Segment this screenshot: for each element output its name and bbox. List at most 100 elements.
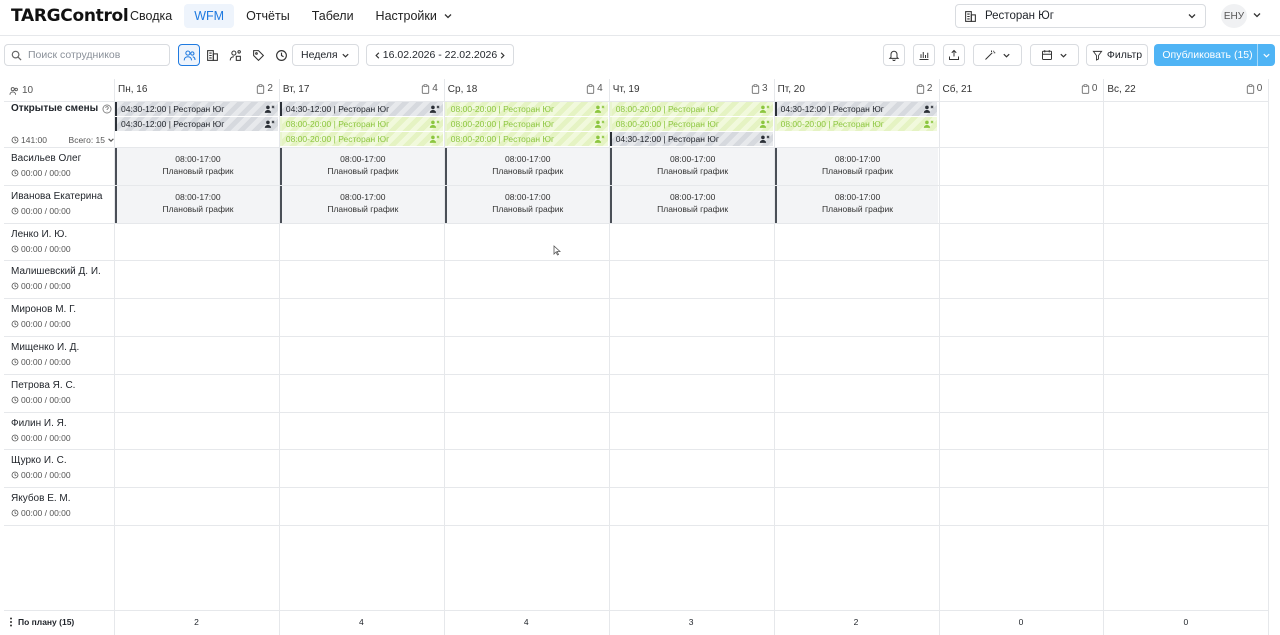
planned-shift-label: Плановый график xyxy=(822,203,894,214)
user-remove-icon[interactable] xyxy=(264,117,275,131)
employee-name[interactable]: Щурко И. С. xyxy=(11,455,67,467)
footer-plan-count: 2 xyxy=(194,617,199,627)
planned-shift-cell[interactable]: 08:00-17:00 Плановый график xyxy=(444,185,609,223)
open-shift[interactable]: 08:00-20:00 | Ресторан Юг xyxy=(609,117,773,131)
planned-shift-cell[interactable]: 08:00-17:00 Плановый график xyxy=(115,185,279,223)
nav-item-1[interactable]: WFM xyxy=(184,4,235,28)
user-remove-icon[interactable] xyxy=(594,102,605,116)
day-header[interactable]: Чт, 19 3 xyxy=(609,79,774,101)
user-remove-icon[interactable] xyxy=(429,102,440,116)
view-tags-button[interactable] xyxy=(247,44,269,66)
chevron-right-icon[interactable] xyxy=(498,51,507,60)
day-shift-count: 2 xyxy=(256,83,273,94)
user-remove-icon[interactable] xyxy=(264,102,275,116)
nav-item-2[interactable]: Отчёты xyxy=(236,4,300,28)
employee-name[interactable]: Васильев Олег xyxy=(11,153,82,164)
user-remove-icon[interactable] xyxy=(923,102,935,116)
planned-shift-cell[interactable]: 08:00-17:00 Плановый график xyxy=(774,148,939,185)
search-input[interactable] xyxy=(28,49,158,61)
help-icon[interactable] xyxy=(102,104,112,114)
date-range-picker[interactable]: 16.02.2026 - 22.02.2026 xyxy=(366,44,514,66)
view-locations-button[interactable] xyxy=(201,44,223,66)
export-button[interactable] xyxy=(943,44,965,66)
users-icon xyxy=(183,50,196,60)
open-shift[interactable]: 08:00-20:00 | Ресторан Юг xyxy=(444,102,608,116)
open-shift[interactable]: 08:00-20:00 | Ресторан Юг xyxy=(609,102,773,116)
period-select[interactable]: Неделя xyxy=(292,44,359,66)
user-avatar[interactable]: ЕНУ xyxy=(1221,4,1247,28)
user-remove-icon[interactable] xyxy=(429,132,440,146)
venue-select[interactable]: Ресторан Юг xyxy=(955,4,1206,28)
employee-name[interactable]: Мищенко И. Д. xyxy=(11,342,80,353)
auto-schedule-button[interactable] xyxy=(973,44,1022,66)
view-time-button[interactable] xyxy=(270,44,292,66)
day-header[interactable]: Сб, 21 0 xyxy=(939,79,1104,101)
row-divider xyxy=(4,411,1269,413)
view-employees-button[interactable] xyxy=(178,44,200,66)
open-shifts-total[interactable]: Всего: 15 xyxy=(69,135,115,145)
more-vertical-icon[interactable] xyxy=(8,617,14,627)
open-shift[interactable]: 04:30-12:00 | Ресторан Юг xyxy=(609,132,773,146)
day-name: Ср, 18 xyxy=(447,84,478,95)
open-shift[interactable]: 08:00-20:00 | Ресторан Юг xyxy=(279,117,443,131)
app-logo[interactable]: TARGControl xyxy=(11,6,129,26)
day-header[interactable]: Вс, 22 0 xyxy=(1103,79,1268,101)
open-shift[interactable]: 04:30-12:00 | Ресторан Юг xyxy=(115,117,278,131)
planned-shift-label: Плановый график xyxy=(492,203,564,214)
chevron-left-icon[interactable] xyxy=(373,51,382,60)
employee-name[interactable]: Якубов Е. М. xyxy=(11,493,71,505)
user-remove-icon[interactable] xyxy=(759,117,770,131)
open-shift[interactable]: 08:00-20:00 | Ресторан Юг xyxy=(444,117,608,131)
planned-shift-cell[interactable]: 08:00-17:00 Плановый график xyxy=(774,185,939,223)
publish-options-button[interactable] xyxy=(1257,44,1275,66)
employee-name[interactable]: Петрова Я. С. xyxy=(11,379,76,391)
user-remove-icon[interactable] xyxy=(594,117,605,131)
employee-name[interactable]: Малишевский Д. И. xyxy=(11,266,101,278)
user-remove-icon[interactable] xyxy=(594,132,605,146)
user-remove-icon[interactable] xyxy=(759,132,770,146)
planned-shift-cell[interactable]: 08:00-17:00 Плановый график xyxy=(609,185,774,223)
open-shift[interactable]: 04:30-12:00 | Ресторан Юг xyxy=(774,102,938,116)
analytics-button[interactable] xyxy=(913,44,935,66)
publish-button[interactable]: Опубликовать (15) xyxy=(1154,44,1275,66)
column-divider xyxy=(443,79,445,635)
employee-hours-value: 00:00 / 00:00 xyxy=(21,243,71,254)
view-positions-button[interactable] xyxy=(224,44,246,66)
nav-item-3[interactable]: Табели xyxy=(302,4,364,28)
day-header[interactable]: Пт, 20 2 xyxy=(774,79,939,101)
day-header[interactable]: Пн, 16 2 xyxy=(114,79,279,101)
employee-hours: 00:00 / 00:00 xyxy=(11,319,71,329)
open-shift[interactable]: 08:00-20:00 | Ресторан Юг xyxy=(444,132,608,146)
nav-settings[interactable]: Настройки xyxy=(366,4,463,28)
user-remove-icon[interactable] xyxy=(429,117,440,131)
open-shift[interactable]: 08:00-20:00 | Ресторан Юг xyxy=(774,117,938,131)
planned-shift-cell[interactable]: 08:00-17:00 Плановый график xyxy=(444,148,609,185)
open-shift[interactable]: 08:00-20:00 | Ресторан Юг xyxy=(279,132,443,146)
user-remove-icon[interactable] xyxy=(923,117,935,131)
notifications-button[interactable] xyxy=(883,44,905,66)
filter-button[interactable]: Фильтр xyxy=(1086,44,1148,66)
planned-shift-cell[interactable]: 08:00-17:00 Плановый график xyxy=(115,148,279,185)
employee-name[interactable]: Ленко И. Ю. xyxy=(11,228,68,240)
venue-select-value: Ресторан Юг xyxy=(985,10,1054,22)
employee-name[interactable]: Миронов М. Г. xyxy=(11,304,77,316)
employee-search[interactable] xyxy=(4,44,170,66)
user-menu-chevron-icon[interactable] xyxy=(1252,10,1262,20)
day-header[interactable]: Ср, 18 4 xyxy=(444,79,609,101)
footer-plan-count: 2 xyxy=(853,617,859,627)
clock-icon xyxy=(11,509,19,517)
open-shift[interactable]: 04:30-12:00 | Ресторан Юг xyxy=(115,102,278,116)
open-shift[interactable]: 04:30-12:00 | Ресторан Юг xyxy=(279,102,443,116)
day-shift-count: 4 xyxy=(421,83,438,94)
planned-shift-cell[interactable]: 08:00-17:00 Плановый график xyxy=(279,185,444,223)
planned-shift-cell[interactable]: 08:00-17:00 Плановый график xyxy=(609,148,774,185)
employee-name[interactable]: Иванова Екатерина xyxy=(11,190,103,202)
calendar-button[interactable] xyxy=(1030,44,1079,66)
nav-item-0[interactable]: Сводка xyxy=(120,4,182,28)
employee-name[interactable]: Филин И. Я. xyxy=(11,417,67,429)
day-shift-count-value: 4 xyxy=(597,83,603,94)
user-remove-icon[interactable] xyxy=(759,102,770,116)
day-header[interactable]: Вт, 17 4 xyxy=(279,79,444,101)
clipboard-icon xyxy=(751,83,760,94)
planned-shift-cell[interactable]: 08:00-17:00 Плановый график xyxy=(279,148,444,185)
